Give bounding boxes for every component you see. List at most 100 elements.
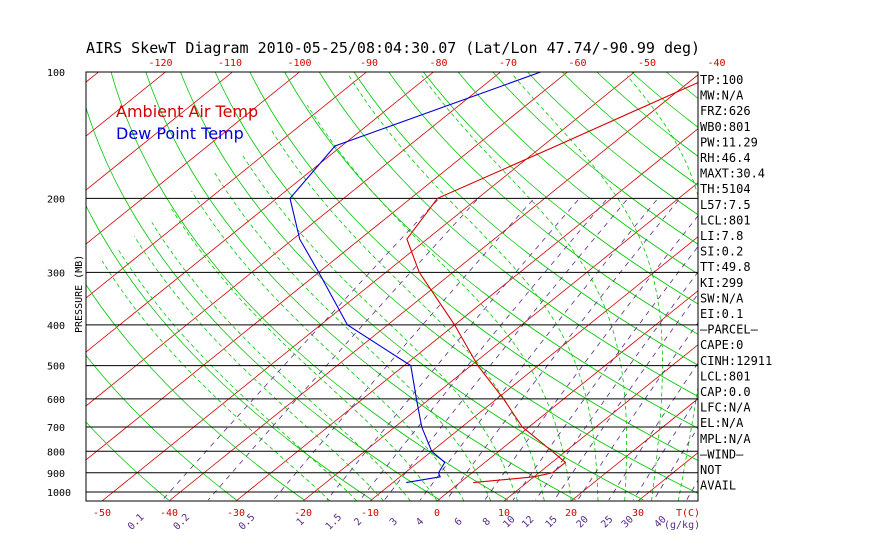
mixing-ratio-axis-label: (g/kg) xyxy=(664,520,700,531)
stability-index-label: CAPE:0 xyxy=(700,338,743,352)
stability-index-label: NOT xyxy=(700,463,722,477)
pressure-tick-label: 800 xyxy=(47,447,65,458)
isotherm-line xyxy=(86,72,233,191)
pressure-tick-label: 100 xyxy=(47,68,65,79)
moist-adiabat-line xyxy=(306,105,572,501)
legend-entry: Dew Point Temp xyxy=(116,124,244,143)
isotherm-line xyxy=(302,182,698,501)
mixing-ratio-line xyxy=(484,215,698,501)
dry-adiabat-line xyxy=(771,72,870,500)
top-temperature-tick-label: -60 xyxy=(568,58,586,69)
stability-index-label: WB0:801 xyxy=(700,120,751,134)
series-line xyxy=(289,72,541,484)
stability-index-label: AVAIL xyxy=(700,479,736,493)
pressure-tick-label: 500 xyxy=(47,362,65,373)
chart-legend: Ambient Air Temp Dew Point Temp xyxy=(116,102,258,143)
bottom-temperature-tick-label: -40 xyxy=(160,508,178,519)
dry-adiabat-line xyxy=(86,284,305,501)
stability-index-label: CAP:0.0 xyxy=(700,385,751,399)
pressure-tick-label: 1000 xyxy=(47,488,71,499)
mixing-ratio-line xyxy=(162,199,438,501)
dry-adiabat-line xyxy=(86,204,373,501)
pressure-tick-label: 600 xyxy=(47,395,65,406)
dry-adiabat-line xyxy=(561,72,698,186)
stability-index-label: LCL:801 xyxy=(700,213,751,227)
bottom-temperature-tick-label: 10 xyxy=(498,508,510,519)
mixing-ratio-line xyxy=(577,322,698,501)
stability-index-label: PW:11.29 xyxy=(700,135,758,149)
stability-index-label: L57:7.5 xyxy=(700,198,751,212)
stability-index-label: EI:0.1 xyxy=(700,307,743,321)
stability-index-label: KI:299 xyxy=(700,276,743,290)
chart-title: AIRS SkewT Diagram 2010-05-25/08:04:30.0… xyxy=(86,39,700,57)
moist-adiabat-line xyxy=(421,75,627,501)
stability-index-label: FRZ:626 xyxy=(700,104,751,118)
mixing-ratio-tick-label: 15 xyxy=(544,514,560,530)
moist-adiabat-line xyxy=(214,172,492,501)
stability-index-label: MW:N/A xyxy=(700,89,744,103)
moist-adiabat-line xyxy=(117,248,357,501)
moist-adiabat-line xyxy=(271,130,545,501)
dry-adiabat-line xyxy=(284,72,698,429)
stability-index-label: MAXT:30.4 xyxy=(700,167,765,181)
profile-series xyxy=(289,72,698,484)
dry-adiabat-line xyxy=(353,72,698,366)
mixing-ratio-tick-label: 1.5 xyxy=(324,512,345,533)
mixing-ratio-line xyxy=(446,199,679,501)
legend-entry: Ambient Air Temp xyxy=(116,102,258,121)
stability-index-label: SI:0.2 xyxy=(700,245,743,259)
stability-index-label: —PARCEL— xyxy=(700,323,759,337)
stability-index-label: CINH:12911 xyxy=(700,354,772,368)
mixing-ratio-tick-label: 6 xyxy=(453,516,465,528)
dry-adiabat-line xyxy=(457,72,698,275)
top-temperature-tick-label: -80 xyxy=(429,58,447,69)
dry-adiabat-line xyxy=(86,106,441,501)
stability-index-label: EL:N/A xyxy=(700,416,744,430)
top-temperature-tick-label: -100 xyxy=(287,58,311,69)
moist-adiabat-line xyxy=(240,152,518,501)
stability-index-label: LFC:N/A xyxy=(700,401,751,415)
mixing-ratio-line xyxy=(633,396,698,501)
moist-adiabat-line xyxy=(348,75,599,501)
mixing-ratio-tick-label: 4 xyxy=(414,516,426,528)
dry-adiabat-line xyxy=(180,72,644,501)
top-temperature-tick-label: -90 xyxy=(360,58,378,69)
moist-adiabat-line xyxy=(626,75,698,501)
dry-adiabat-line xyxy=(214,72,698,494)
moist-adiabat-line xyxy=(101,260,331,501)
stability-index-label: MPL:N/A xyxy=(700,432,751,446)
mixing-ratio-tick-label: 12 xyxy=(520,514,536,530)
pressure-tick-label: 700 xyxy=(47,423,65,434)
isotherm-line xyxy=(839,72,870,501)
mixing-ratio-tick-label: 8 xyxy=(481,516,493,528)
plot-frame xyxy=(85,71,699,502)
mixing-ratio-tick-label: 20 xyxy=(575,514,591,530)
mixing-ratio-line xyxy=(326,199,579,501)
mixing-ratio-line xyxy=(419,199,657,501)
dry-adiabat-line xyxy=(666,72,698,99)
isotherm-line xyxy=(168,74,698,501)
bottom-temperature-tick-label: -20 xyxy=(294,508,312,519)
series-line xyxy=(406,81,698,484)
moist-adiabat-line xyxy=(151,222,411,501)
mixing-ratio-line xyxy=(608,362,698,501)
stability-index-label: RH:46.4 xyxy=(700,151,751,165)
dry-adiabat-line xyxy=(423,72,698,305)
stability-index-label: TH:5104 xyxy=(700,182,751,196)
mixing-ratio-line xyxy=(273,199,533,501)
mixing-ratio-line xyxy=(653,426,698,501)
bottom-temperature-tick-label: -50 xyxy=(93,508,111,519)
top-temperature-tick-label: -50 xyxy=(638,58,656,69)
dry-adiabat-line xyxy=(86,421,169,501)
stability-index-label: TT:49.8 xyxy=(700,260,751,274)
isotherm-line xyxy=(101,72,635,501)
stability-index-label: LCL:801 xyxy=(700,369,751,383)
bottom-temperature-tick-label: -30 xyxy=(227,508,245,519)
isotherm-line xyxy=(86,72,501,407)
top-temperature-tick-label: -120 xyxy=(148,58,172,69)
stability-index-label: SW:N/A xyxy=(700,291,744,305)
isotherm-line xyxy=(86,72,300,245)
dry-adiabat-line xyxy=(86,354,237,501)
